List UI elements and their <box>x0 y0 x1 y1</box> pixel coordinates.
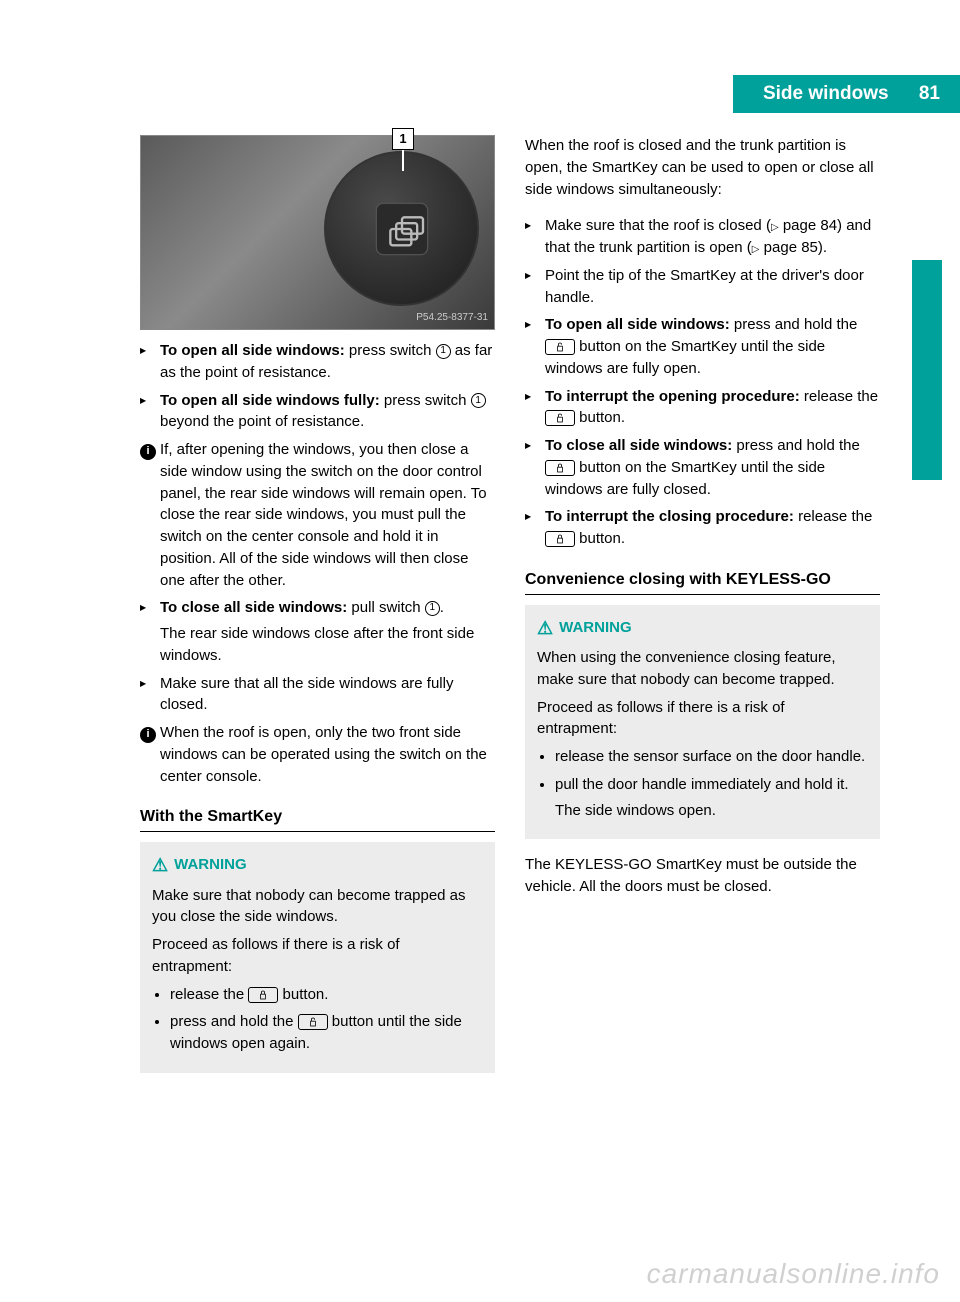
lock-key-icon <box>545 531 575 547</box>
manual-page: Side windows 81 Opening/closing 1 P54.25… <box>0 0 960 1302</box>
warning-box: ⚠WARNING When using the convenience clos… <box>525 605 880 839</box>
instruction-item: To interrupt the opening procedure: rele… <box>525 386 880 430</box>
info-marker: i <box>140 722 160 787</box>
subheading-smartkey: With the SmartKey <box>140 805 495 832</box>
unlock-key-icon <box>298 1014 328 1030</box>
info-item: i If, after opening the windows, you the… <box>140 439 495 591</box>
outro-text: The KEYLESS-GO SmartKey must be outside … <box>525 854 880 898</box>
item-body: To open all side windows: press and hold… <box>545 314 880 379</box>
instruction-item: To open all side windows: press and hold… <box>525 314 880 379</box>
instruction-item: Make sure that all the side windows are … <box>140 673 495 717</box>
side-tab-label: Opening/closing <box>912 260 935 417</box>
item-body: Make sure that all the side windows are … <box>160 673 495 717</box>
instruction-item: Point the tip of the SmartKey at the dri… <box>525 265 880 309</box>
instruction-item: To interrupt the closing procedure: rele… <box>525 506 880 550</box>
callout-number: 1 <box>392 128 414 150</box>
item-body: To open all side windows: press switch 1… <box>160 340 495 384</box>
item-body: To interrupt the opening procedure: rele… <box>545 386 880 430</box>
warning-bullet: release the sensor surface on the door h… <box>555 746 868 768</box>
warning-bullet: release the button. <box>170 984 483 1006</box>
intro-text: When the roof is closed and the trunk pa… <box>525 135 880 200</box>
page-number: 81 <box>894 83 940 105</box>
header-bar: Side windows 81 <box>733 75 960 113</box>
item-body: To close all side windows: pull switch 1… <box>160 597 495 666</box>
warning-triangle-icon: ⚠ <box>537 615 553 641</box>
figure-detail-circle <box>324 151 479 306</box>
item-body: Point the tip of the SmartKey at the dri… <box>545 265 880 309</box>
warning-list: release the button. press and hold the b… <box>152 984 483 1055</box>
action-marker-icon <box>525 435 545 500</box>
ref-circle-icon: 1 <box>471 393 486 408</box>
unlock-key-icon <box>545 339 575 355</box>
warning-box: ⚠WARNING Make sure that nobody can becom… <box>140 842 495 1072</box>
lock-key-icon <box>248 987 278 1003</box>
item-body: Make sure that the roof is closed ( page… <box>545 215 880 259</box>
lock-key-icon <box>545 460 575 476</box>
content-columns: 1 P54.25-8377-31 To open all side window… <box>140 135 900 1085</box>
action-marker-icon <box>525 314 545 379</box>
column-right: When the roof is closed and the trunk pa… <box>525 135 880 1085</box>
instruction-item: To close all side windows: press and hol… <box>525 435 880 500</box>
item-body: If, after opening the windows, you then … <box>160 439 495 591</box>
item-body: When the roof is open, only the two fron… <box>160 722 495 787</box>
action-marker-icon <box>140 390 160 434</box>
instruction-item: To open all side windows: press switch 1… <box>140 340 495 384</box>
action-marker-icon <box>525 386 545 430</box>
action-marker-icon <box>140 673 160 717</box>
warning-heading: ⚠WARNING <box>537 615 868 641</box>
warning-text: Proceed as follows if there is a risk of… <box>152 934 483 978</box>
page-ref-icon <box>752 239 760 256</box>
window-switch-icon <box>367 194 437 264</box>
warning-text: Make sure that nobody can become trapped… <box>152 885 483 929</box>
action-marker-icon <box>525 215 545 259</box>
instruction-item: To close all side windows: pull switch 1… <box>140 597 495 666</box>
info-item: i When the roof is open, only the two fr… <box>140 722 495 787</box>
warning-bullet: pull the door handle immediately and hol… <box>555 774 868 822</box>
item-body: To close all side windows: press and hol… <box>545 435 880 500</box>
warning-triangle-icon: ⚠ <box>152 852 168 878</box>
action-marker-icon <box>525 506 545 550</box>
instruction-item: To open all side windows fully: press sw… <box>140 390 495 434</box>
item-extra: The rear side windows close after the fr… <box>160 623 495 667</box>
warning-text: When using the convenience closing featu… <box>537 647 868 691</box>
header-title: Side windows <box>763 83 889 104</box>
action-marker-icon <box>140 340 160 384</box>
figure-switch: 1 P54.25-8377-31 <box>140 135 495 330</box>
item-body: To interrupt the closing procedure: rele… <box>545 506 880 550</box>
ref-circle-icon: 1 <box>436 344 451 359</box>
info-icon: i <box>140 444 156 460</box>
page-ref-icon <box>771 217 779 234</box>
action-marker-icon <box>140 597 160 666</box>
subheading-keyless: Convenience closing with KEYLESS-GO <box>525 568 880 595</box>
ref-circle-icon: 1 <box>425 601 440 616</box>
item-body: To open all side windows fully: press sw… <box>160 390 495 434</box>
info-icon: i <box>140 727 156 743</box>
warning-list: release the sensor surface on the door h… <box>537 746 868 821</box>
unlock-key-icon <box>545 410 575 426</box>
instruction-item: Make sure that the roof is closed ( page… <box>525 215 880 259</box>
warning-heading: ⚠WARNING <box>152 852 483 878</box>
info-marker: i <box>140 439 160 591</box>
warning-bullet: press and hold the button until the side… <box>170 1011 483 1055</box>
image-code: P54.25-8377-31 <box>416 311 488 326</box>
action-marker-icon <box>525 265 545 309</box>
warning-sub: The side windows open. <box>555 800 868 822</box>
column-left: 1 P54.25-8377-31 To open all side window… <box>140 135 495 1085</box>
watermark: carmanualsonline.info <box>647 1258 940 1290</box>
warning-text: Proceed as follows if there is a risk of… <box>537 697 868 741</box>
